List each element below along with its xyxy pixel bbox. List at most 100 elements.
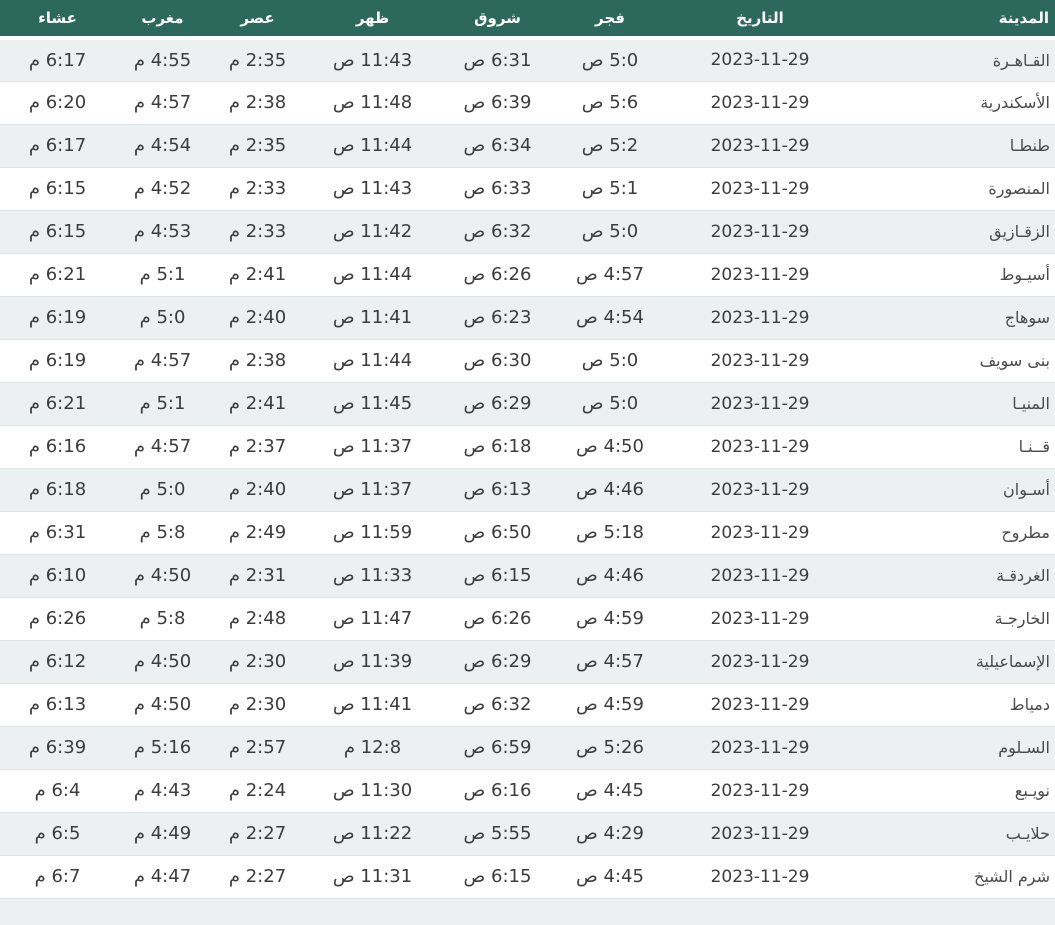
col-header-asr: عصر [210, 0, 305, 40]
cell-asr [210, 898, 305, 925]
cell-maghrib: 4:54 م [115, 124, 210, 168]
cell-city: الأسكندرية [855, 81, 1055, 125]
cell-maghrib: 4:52 م [115, 167, 210, 211]
cell-fajr: 4:59 ص [555, 597, 665, 641]
col-header-date: التاريخ [665, 0, 855, 40]
cell-date: 2023-11-29 [665, 253, 855, 297]
cell-isha: 6:15 م [0, 167, 115, 211]
cell-maghrib: 4:50 م [115, 554, 210, 598]
cell-date: 2023-11-29 [665, 339, 855, 383]
cell-maghrib [115, 898, 210, 925]
cell-isha: 6:16 م [0, 425, 115, 469]
cell-dhuhr: 11:41 ص [305, 683, 440, 727]
cell-city [855, 898, 1055, 925]
table-row: حلايـب 2023-11-29 4:29 ص 5:55 ص 11:22 ص … [0, 812, 1055, 856]
cell-isha: 6:7 م [0, 855, 115, 899]
cell-city: المنيـا [855, 382, 1055, 426]
cell-dhuhr: 11:33 ص [305, 554, 440, 598]
table-row-partial [0, 898, 1055, 925]
cell-dhuhr: 11:43 ص [305, 38, 440, 82]
cell-city: قــنـا [855, 425, 1055, 469]
table-row: أسـوان 2023-11-29 4:46 ص 6:13 ص 11:37 ص … [0, 468, 1055, 512]
cell-date: 2023-11-29 [665, 167, 855, 211]
cell-isha: 6:21 م [0, 382, 115, 426]
cell-isha: 6:12 م [0, 640, 115, 684]
cell-city: دمياط [855, 683, 1055, 727]
cell-asr: 2:27 م [210, 855, 305, 899]
table-row: الخارجـة 2023-11-29 4:59 ص 6:26 ص 11:47 … [0, 597, 1055, 641]
cell-date [665, 898, 855, 925]
cell-maghrib: 5:0 م [115, 296, 210, 340]
cell-city: مطروح [855, 511, 1055, 555]
cell-date: 2023-11-29 [665, 597, 855, 641]
cell-city: الزقـازيق [855, 210, 1055, 254]
cell-sunrise: 6:39 ص [440, 81, 555, 125]
cell-asr: 2:38 م [210, 339, 305, 383]
cell-fajr: 5:0 ص [555, 339, 665, 383]
cell-fajr: 4:45 ص [555, 769, 665, 813]
cell-date: 2023-11-29 [665, 855, 855, 899]
cell-isha: 6:4 م [0, 769, 115, 813]
col-header-sunrise: شروق [440, 0, 555, 40]
cell-isha: 6:15 م [0, 210, 115, 254]
cell-sunrise: 6:23 ص [440, 296, 555, 340]
cell-fajr: 4:46 ص [555, 554, 665, 598]
cell-city: نويـبع [855, 769, 1055, 813]
cell-sunrise: 6:29 ص [440, 640, 555, 684]
cell-sunrise: 6:34 ص [440, 124, 555, 168]
cell-asr: 2:57 م [210, 726, 305, 770]
cell-fajr: 5:18 ص [555, 511, 665, 555]
cell-dhuhr: 11:59 ص [305, 511, 440, 555]
cell-city: حلايـب [855, 812, 1055, 856]
cell-date: 2023-11-29 [665, 769, 855, 813]
cell-isha: 6:20 م [0, 81, 115, 125]
table-row: الأسكندرية 2023-11-29 5:6 ص 6:39 ص 11:48… [0, 81, 1055, 125]
cell-fajr: 4:54 ص [555, 296, 665, 340]
cell-maghrib: 4:50 م [115, 640, 210, 684]
cell-sunrise: 6:26 ص [440, 597, 555, 641]
cell-date: 2023-11-29 [665, 382, 855, 426]
col-header-city: المدينة [855, 0, 1055, 40]
cell-isha: 6:21 م [0, 253, 115, 297]
table-row: أسيـوط 2023-11-29 4:57 ص 6:26 ص 11:44 ص … [0, 253, 1055, 297]
cell-dhuhr: 11:31 ص [305, 855, 440, 899]
cell-sunrise: 5:55 ص [440, 812, 555, 856]
cell-maghrib: 4:43 م [115, 769, 210, 813]
cell-maghrib: 5:16 م [115, 726, 210, 770]
table-row: سوهاج 2023-11-29 4:54 ص 6:23 ص 11:41 ص 2… [0, 296, 1055, 340]
cell-date: 2023-11-29 [665, 468, 855, 512]
cell-maghrib: 4:47 م [115, 855, 210, 899]
cell-sunrise: 6:16 ص [440, 769, 555, 813]
cell-maghrib: 5:8 م [115, 511, 210, 555]
col-header-dhuhr: ظهر [305, 0, 440, 40]
table-header-row: المدينة التاريخ فجر شروق ظهر عصر مغرب عش… [0, 0, 1055, 40]
table-body: القـاهـرة 2023-11-29 5:0 ص 6:31 ص 11:43 … [0, 38, 1055, 925]
cell-asr: 2:41 م [210, 382, 305, 426]
cell-dhuhr [305, 898, 440, 925]
table-row: الزقـازيق 2023-11-29 5:0 ص 6:32 ص 11:42 … [0, 210, 1055, 254]
cell-date: 2023-11-29 [665, 38, 855, 82]
cell-date: 2023-11-29 [665, 640, 855, 684]
cell-asr: 2:27 م [210, 812, 305, 856]
cell-date: 2023-11-29 [665, 296, 855, 340]
cell-dhuhr: 11:37 ص [305, 468, 440, 512]
cell-fajr: 5:6 ص [555, 81, 665, 125]
cell-fajr: 4:29 ص [555, 812, 665, 856]
cell-sunrise: 6:15 ص [440, 855, 555, 899]
cell-asr: 2:30 م [210, 683, 305, 727]
cell-dhuhr: 11:41 ص [305, 296, 440, 340]
cell-sunrise: 6:26 ص [440, 253, 555, 297]
table-row: المنيـا 2023-11-29 5:0 ص 6:29 ص 11:45 ص … [0, 382, 1055, 426]
cell-isha: 6:17 م [0, 38, 115, 82]
table-row: شرم الشيخ 2023-11-29 4:45 ص 6:15 ص 11:31… [0, 855, 1055, 899]
table-row: دمياط 2023-11-29 4:59 ص 6:32 ص 11:41 ص 2… [0, 683, 1055, 727]
table-row: نويـبع 2023-11-29 4:45 ص 6:16 ص 11:30 ص … [0, 769, 1055, 813]
cell-fajr: 5:0 ص [555, 382, 665, 426]
cell-sunrise: 6:33 ص [440, 167, 555, 211]
cell-maghrib: 5:1 م [115, 253, 210, 297]
cell-fajr: 4:59 ص [555, 683, 665, 727]
cell-sunrise: 6:59 ص [440, 726, 555, 770]
cell-date: 2023-11-29 [665, 726, 855, 770]
cell-dhuhr: 12:8 م [305, 726, 440, 770]
